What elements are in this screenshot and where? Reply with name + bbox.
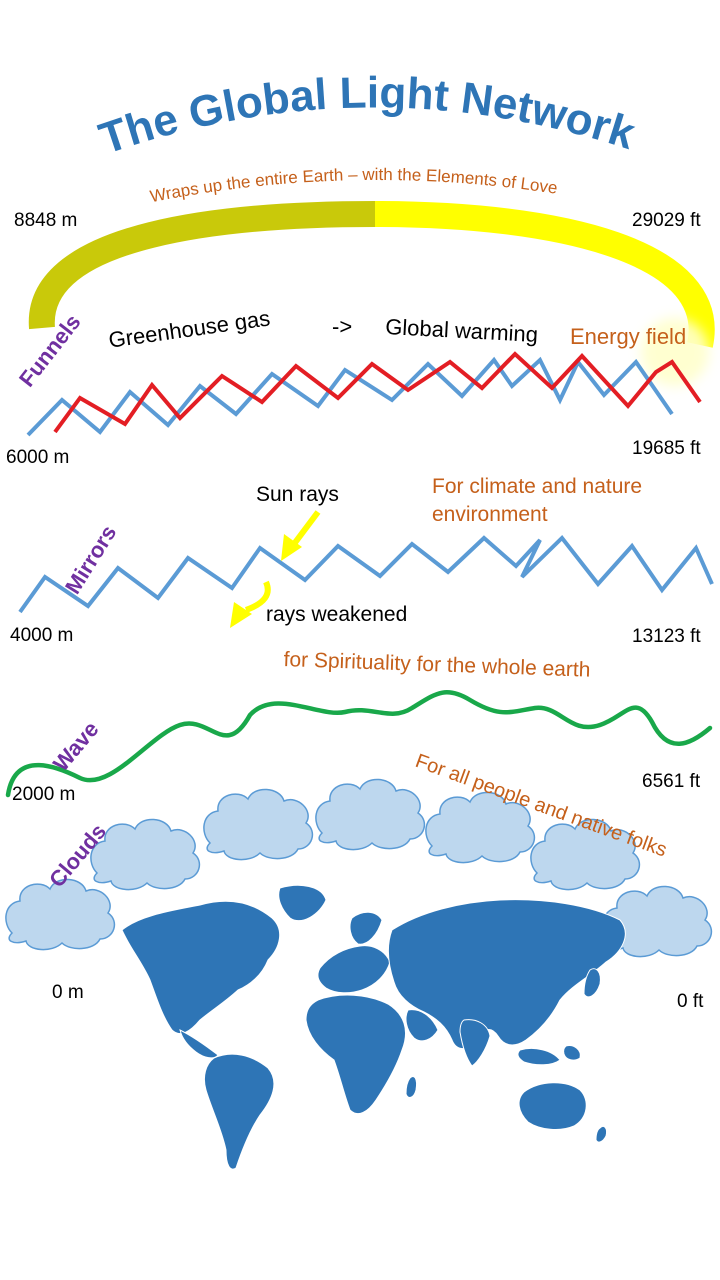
energy-field-text: Energy field [570,324,687,349]
altitude-right-0: 0 ft [677,991,704,1012]
altitude-left-8848: 8848 m [14,210,78,231]
cloud-icon [90,818,201,891]
sun-ray-arrow-icon [281,510,321,561]
cloud-icon [602,885,713,958]
clouds-group [5,778,713,958]
altitude-right-13123: 13123 ft [632,626,701,647]
page-title: The Global Light Network [93,68,641,164]
arrow-text: -> [332,314,353,339]
cloud-icon [203,788,314,861]
cloud-icon [425,791,536,864]
sun-rays-text: Sun rays [256,483,339,506]
world-map-icon [121,884,626,1170]
altitude-left-6000: 6000 m [6,447,70,468]
light-network-arc [28,201,715,386]
altitude-left-2000: 2000 m [12,784,76,805]
altitude-left-4000: 4000 m [10,625,74,646]
subtitle: Wraps up the entire Earth – with the Ele… [148,165,558,206]
altitude-right-6561: 6561 ft [642,771,701,792]
cloud-icon [315,778,426,851]
altitude-right-29029: 29029 ft [632,210,701,231]
cloud-icon [5,878,116,951]
curved-arrow-icon [230,580,271,628]
mirrors-blue-zigzag [18,535,714,614]
spiritual-wave [5,690,713,798]
funnels-blue-zigzag [26,356,674,437]
funnels-red-zigzag [53,351,702,434]
cloud-icon [530,818,641,891]
altitude-right-19685: 19685 ft [632,438,701,459]
rays-weakened-text: rays weakened [266,603,408,626]
altitude-left-0: 0 m [52,982,84,1003]
climate-purpose-text: For climate and nature environment [432,475,643,526]
